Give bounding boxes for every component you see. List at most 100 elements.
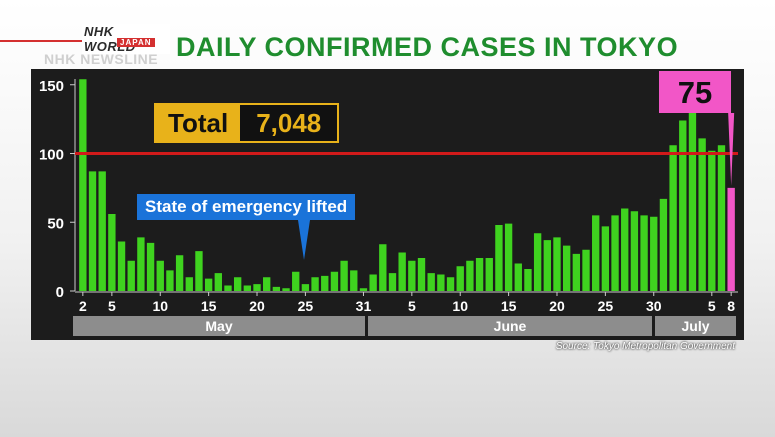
bar <box>146 242 155 291</box>
bar <box>514 263 522 291</box>
bar <box>417 258 426 291</box>
annotation-arrow <box>298 220 310 260</box>
x-tick-label: 15 <box>501 298 517 314</box>
total-label: Total <box>156 105 241 141</box>
bar <box>533 233 542 291</box>
bar <box>640 215 648 291</box>
bar <box>301 284 310 291</box>
bar <box>272 286 281 291</box>
x-tick-label: 20 <box>249 298 265 314</box>
month-band <box>73 316 365 336</box>
bar <box>456 266 464 291</box>
total-box: Total 7,048 <box>154 103 340 143</box>
bar <box>408 260 416 291</box>
bar <box>611 215 619 291</box>
month-label: July <box>681 318 709 334</box>
x-tick-label: 25 <box>598 298 614 314</box>
bar <box>253 284 261 291</box>
bar <box>108 214 116 291</box>
source-note: Source: Tokyo Metropolitan Government <box>555 341 735 352</box>
bar <box>340 260 348 291</box>
bar <box>495 225 503 291</box>
bar <box>582 249 590 291</box>
bar <box>185 277 193 291</box>
chart-title: DAILY CONFIRMED CASES IN TOKYO <box>176 32 679 62</box>
bar <box>562 245 571 291</box>
bar <box>427 273 435 291</box>
y-tick-label: 0 <box>56 284 64 301</box>
bar-latest <box>727 187 735 291</box>
bar <box>311 277 319 291</box>
x-tick-label: 30 <box>646 298 662 314</box>
bar <box>224 285 232 291</box>
bar <box>156 260 164 291</box>
bar <box>127 260 135 291</box>
logo-text: NHK WORLD <box>82 24 170 54</box>
bar <box>214 273 222 291</box>
bar <box>543 240 551 291</box>
x-tick-label: 10 <box>152 298 168 314</box>
bar <box>475 258 484 291</box>
program-name: NHK NEWSLINE <box>44 51 159 67</box>
x-tick-label: 25 <box>298 298 314 314</box>
bar <box>79 79 87 291</box>
total-value: 7,048 <box>240 105 338 141</box>
bar <box>359 288 368 291</box>
bar <box>553 237 561 291</box>
bar <box>292 271 300 291</box>
bar <box>679 120 687 291</box>
bar <box>437 274 445 291</box>
x-tick-label: 8 <box>727 298 735 314</box>
bar <box>321 275 329 291</box>
bar <box>669 145 677 291</box>
x-tick-label: 2 <box>79 298 87 314</box>
bar <box>524 269 532 291</box>
bar <box>350 270 358 291</box>
bar <box>166 270 174 291</box>
x-tick-label: 5 <box>408 298 416 314</box>
x-tick-label: 5 <box>708 298 716 314</box>
month-label: May <box>205 318 232 334</box>
nhk-world-logo: NHK WORLD JAPAN <box>0 24 170 62</box>
bar <box>243 285 252 291</box>
bar <box>688 110 697 291</box>
y-tick-label: 150 <box>39 78 64 95</box>
bar <box>621 208 629 291</box>
bar <box>117 241 126 291</box>
bar <box>204 278 213 291</box>
bar <box>485 258 493 291</box>
bar <box>98 171 106 291</box>
bar <box>572 253 581 291</box>
bar <box>659 198 668 291</box>
logo-subtext: JAPAN <box>117 38 155 47</box>
bar <box>330 271 339 291</box>
callout-pointer <box>728 113 735 186</box>
bar <box>263 277 271 291</box>
bar <box>233 277 242 291</box>
bar <box>592 215 600 291</box>
x-tick-label: 31 <box>356 298 372 314</box>
bar <box>379 244 387 291</box>
bar <box>717 145 726 291</box>
month-band <box>368 316 652 336</box>
bar <box>369 274 377 291</box>
bar <box>630 211 639 291</box>
bar <box>88 171 97 291</box>
x-tick-label: 20 <box>549 298 565 314</box>
bar <box>650 216 658 291</box>
month-band <box>655 316 736 336</box>
bar <box>601 226 610 291</box>
bar <box>282 288 290 291</box>
x-tick-label: 15 <box>201 298 217 314</box>
y-tick-label: 50 <box>47 215 64 232</box>
bar <box>504 223 513 291</box>
bar <box>388 273 397 291</box>
emergency-lifted-annotation: State of emergency lifted <box>137 194 356 220</box>
latest-value-callout: 75 <box>659 71 731 113</box>
month-label: June <box>494 318 527 334</box>
bar <box>195 251 203 291</box>
y-tick-label: 100 <box>39 147 64 164</box>
bar <box>137 237 145 291</box>
bar <box>175 255 184 291</box>
